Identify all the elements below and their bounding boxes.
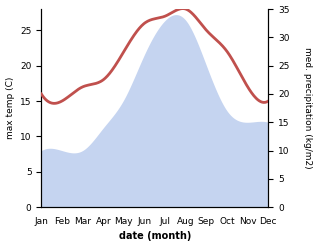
X-axis label: date (month): date (month) [119, 231, 191, 242]
Y-axis label: max temp (C): max temp (C) [5, 77, 15, 139]
Y-axis label: med. precipitation (kg/m2): med. precipitation (kg/m2) [303, 47, 313, 169]
